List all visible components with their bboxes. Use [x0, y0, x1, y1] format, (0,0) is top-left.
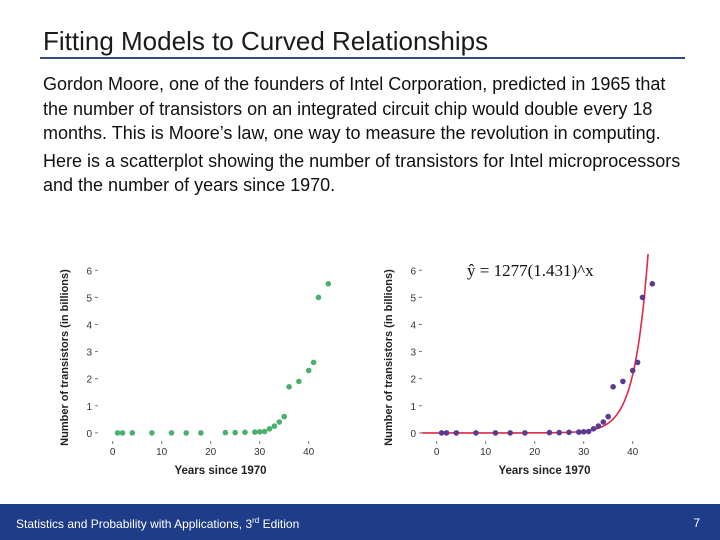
data-point — [315, 294, 322, 301]
data-point — [634, 359, 641, 366]
footer-citation-end: Edition — [259, 517, 300, 531]
data-point — [522, 430, 528, 436]
data-point — [556, 429, 562, 436]
data-point — [296, 378, 302, 385]
data-point — [576, 429, 582, 435]
data-point — [492, 430, 499, 436]
data-point — [507, 430, 513, 436]
x-tick-label: 10 — [156, 447, 168, 458]
data-point — [580, 429, 587, 435]
y-tick-label: 0 — [86, 429, 92, 440]
y-tick-label: 2 — [410, 375, 416, 386]
data-point — [590, 426, 597, 432]
data-point — [129, 430, 136, 436]
x-axis-label: Years since 1970 — [174, 465, 266, 477]
y-tick-label: 4 — [410, 320, 416, 331]
y-tick-label: 5 — [86, 293, 92, 304]
y-tick-label: 3 — [410, 348, 416, 359]
x-axis-label: Years since 1970 — [498, 465, 590, 477]
data-point — [595, 423, 602, 429]
scatterplot-purple-with-fit: 0 1 2 3 4 5 6 0 10 20 30 40 Years since 1970 Number o… — [372, 246, 677, 481]
y-tick-label: 5 — [410, 293, 416, 304]
data-point — [305, 367, 312, 374]
data-point — [222, 429, 229, 436]
y-tick-label: 3 — [86, 348, 92, 359]
paragraph-moore-law: Gordon Moore, one of the founders of Int… — [43, 74, 666, 143]
data-point — [183, 430, 189, 436]
data-point — [438, 430, 445, 436]
fit-equation-label: ŷ = 1277(1.431)^x — [467, 261, 594, 280]
data-point — [546, 429, 553, 436]
data-point — [620, 378, 626, 385]
data-point — [443, 430, 450, 436]
y-axis-label: Number of transistors (in billions) — [383, 269, 395, 446]
paragraph-scatterplot-intro: Here is a scatterplot showing the number… — [43, 150, 681, 196]
x-tick-label: 30 — [578, 447, 590, 458]
data-point — [256, 429, 263, 435]
data-point — [266, 426, 273, 432]
y-axis-label: Number of transistors (in billions) — [59, 269, 71, 446]
data-point — [473, 430, 479, 436]
data-point — [585, 428, 592, 435]
y-tick-label: 6 — [410, 266, 416, 277]
data-point — [232, 429, 238, 436]
x-tick-label: 0 — [110, 447, 116, 458]
fit-curve-line — [422, 253, 649, 434]
x-tick-label: 20 — [529, 447, 541, 458]
data-point — [286, 384, 292, 390]
data-point — [605, 413, 611, 420]
y-tick-label: 2 — [86, 375, 92, 386]
chart-background — [372, 246, 677, 481]
data-point — [276, 419, 283, 425]
data-point — [114, 430, 121, 436]
data-point — [198, 430, 204, 436]
data-point — [119, 430, 126, 436]
data-point — [252, 429, 258, 435]
x-tick-label: 0 — [434, 447, 440, 458]
x-tick-label: 40 — [303, 447, 315, 458]
slide-body: Gordon Moore, one of the founders of Int… — [43, 72, 683, 201]
data-point — [310, 359, 317, 366]
data-point — [271, 423, 278, 429]
data-point — [453, 430, 460, 436]
data-point — [325, 281, 332, 287]
footer-citation-main: Statistics and Probability with Applicat… — [16, 517, 253, 531]
data-point — [600, 419, 607, 425]
data-point — [149, 430, 155, 436]
footer-bar: Statistics and Probability with Applicat… — [0, 504, 720, 540]
page-number: 7 — [693, 516, 700, 530]
x-tick-label: 40 — [627, 447, 639, 458]
data-point — [242, 429, 248, 436]
data-point — [649, 281, 656, 287]
footer-citation-sup: rd — [252, 516, 260, 525]
footer-citation: Statistics and Probability with Applicat… — [16, 516, 299, 531]
slide-title: Fitting Models to Curved Relationships — [43, 26, 489, 56]
data-point — [629, 367, 636, 374]
data-point — [610, 384, 616, 390]
x-tick-label: 20 — [205, 447, 217, 458]
chart-background — [48, 246, 353, 481]
y-tick-label: 4 — [86, 320, 92, 331]
scatterplot-green: 0 1 2 3 4 5 6 0 10 20 30 40 Years since 1970 Number o… — [48, 246, 353, 481]
title-underline — [40, 57, 685, 59]
y-tick-label: 6 — [86, 266, 92, 277]
y-tick-label: 0 — [410, 429, 416, 440]
data-point — [261, 428, 268, 435]
y-tick-label: 1 — [86, 402, 92, 413]
x-tick-label: 30 — [254, 447, 266, 458]
data-point — [639, 294, 646, 301]
data-point — [168, 430, 175, 436]
data-point — [281, 413, 287, 420]
data-point — [566, 429, 572, 436]
x-tick-label: 10 — [480, 447, 492, 458]
y-tick-label: 1 — [410, 402, 416, 413]
